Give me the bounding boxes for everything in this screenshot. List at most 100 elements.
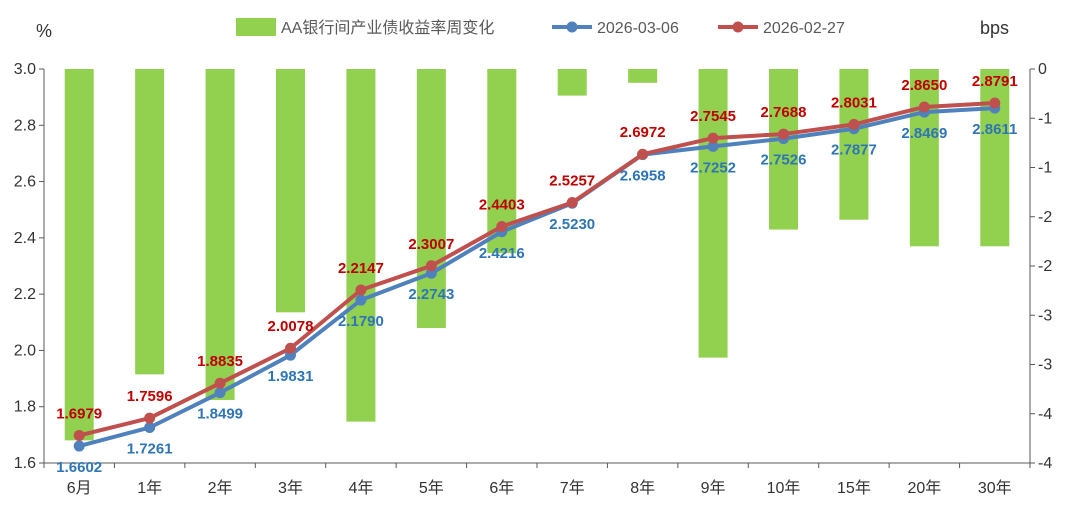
x-tick-label: 6年: [489, 479, 514, 497]
series-point-blue: [73, 440, 85, 452]
data-label-blue: 2.8611: [972, 121, 1017, 138]
series-point-red: [496, 221, 508, 233]
bar: [980, 69, 1010, 247]
data-label-red: 2.4403: [479, 197, 525, 214]
right-tick-label: -1: [1038, 110, 1052, 127]
data-labels: 1.6602 1.7261 1.8499 1.9831 2.1790 2.2743 2.42…: [56, 73, 1017, 476]
data-label-blue: 2.4216: [479, 245, 525, 262]
data-label-red: 2.2147: [338, 260, 384, 277]
data-label-blue: 2.7252: [690, 159, 736, 176]
series-point-red: [355, 284, 367, 296]
series-point-blue: [707, 140, 719, 152]
x-tick-label: 2年: [208, 479, 233, 497]
right-tick-label: -3: [1038, 307, 1052, 324]
legend-bar-swatch: [236, 18, 276, 36]
data-label-blue: 2.8469: [901, 125, 947, 142]
data-label-blue: 2.7877: [831, 142, 877, 159]
data-label-blue: 1.9831: [268, 368, 314, 385]
bar: [276, 69, 305, 313]
series-point-red: [144, 412, 156, 424]
data-label-blue: 1.6602: [56, 459, 102, 476]
bar: [628, 69, 658, 83]
data-label-red: 2.0078: [268, 318, 314, 335]
data-label-blue: 2.5230: [549, 216, 595, 233]
bar: [839, 69, 869, 220]
ticks: 1.6 1.8 2.0 2.2 2.4 2.6 2.8 3.0 -4 -4 -3 -3 -2 -2 -1 -1…: [14, 61, 1053, 497]
lines: [73, 97, 1001, 452]
bar: [346, 69, 376, 422]
series-point-red: [918, 101, 930, 113]
x-tick-label: 3年: [278, 479, 303, 497]
series-point-red: [425, 260, 437, 272]
right-tick-label: -3: [1038, 357, 1052, 374]
series-line-red: [78, 101, 995, 438]
data-label-blue: 2.1790: [338, 313, 384, 330]
left-axis-unit: %: [36, 21, 52, 41]
data-label-red: 2.7545: [690, 108, 736, 125]
x-tick-label: 30年: [978, 479, 1012, 497]
right-axis-unit: bps: [980, 18, 1009, 38]
series-point-blue: [214, 387, 226, 399]
x-tick-label: 15年: [837, 479, 871, 497]
data-label-red: 1.8835: [197, 353, 243, 370]
legend-line-blue-label: 2026-03-06: [597, 20, 679, 37]
x-tick-label: 10年: [767, 479, 801, 497]
data-label-red: 2.6972: [620, 124, 666, 141]
x-tick-label: 6月: [67, 480, 92, 497]
data-label-blue: 2.7526: [761, 152, 807, 169]
data-label-red: 2.8650: [901, 77, 947, 94]
left-tick-label: 1.8: [14, 399, 36, 416]
data-label-blue: 1.8499: [197, 406, 243, 423]
right-tick-label: 0: [1038, 61, 1047, 78]
series-point-blue: [355, 294, 367, 306]
x-tick-label: 20年: [907, 479, 941, 497]
bar: [557, 69, 587, 96]
right-tick-label: -2: [1038, 209, 1052, 226]
series-point-red: [285, 342, 296, 354]
legend: AA银行间产业债收益率周变化 2026-03-06 2026-02-27: [236, 18, 845, 37]
bar: [698, 69, 728, 358]
data-label-red: 2.5257: [549, 172, 595, 189]
series-line-blue: [78, 106, 995, 448]
series-point-red: [73, 429, 85, 441]
bars: [64, 69, 1010, 441]
left-tick-label: 1.6: [14, 455, 36, 472]
bar: [135, 69, 165, 375]
legend-line-red-label: 2026-02-27: [763, 20, 845, 37]
data-label-blue: 2.6958: [620, 168, 666, 185]
data-label-red: 2.8031: [831, 94, 877, 111]
x-tick-label: 4年: [348, 479, 373, 497]
legend-bar-label: AA银行间产业债收益率周变化: [281, 19, 494, 37]
data-label-red: 2.8791: [972, 73, 1018, 90]
left-tick-label: 2.8: [14, 117, 36, 134]
data-label-red: 1.7596: [127, 388, 173, 405]
bar: [64, 69, 94, 441]
series-point-red: [214, 377, 226, 389]
series-point-red: [707, 132, 719, 144]
x-tick-label: 5年: [419, 479, 444, 497]
x-tick-label: 1年: [137, 479, 162, 497]
series-point-red: [566, 196, 578, 208]
data-label-red: 2.7688: [761, 104, 807, 121]
legend-line-red-marker: [732, 21, 744, 33]
right-tick-label: -4: [1038, 455, 1052, 472]
axes: [39, 68, 1035, 468]
x-tick-label: 8年: [630, 479, 655, 497]
x-tick-label: 9年: [701, 479, 726, 497]
right-tick-label: -4: [1038, 406, 1052, 423]
bar: [909, 69, 939, 247]
series-point-red: [989, 97, 1001, 109]
left-tick-label: 2.0: [14, 342, 36, 359]
left-tick-label: 2.2: [14, 286, 36, 303]
series-point-blue: [144, 422, 156, 434]
data-label-blue: 2.2743: [408, 286, 454, 303]
series-point-red: [848, 118, 860, 130]
x-tick-label: 7年: [560, 479, 585, 497]
left-tick-label: 3.0: [14, 61, 36, 78]
legend-line-blue-marker: [566, 21, 578, 33]
bar: [416, 69, 446, 329]
data-label-red: 2.3007: [408, 236, 454, 253]
right-tick-label: -2: [1038, 258, 1052, 275]
left-tick-label: 2.6: [14, 174, 36, 191]
